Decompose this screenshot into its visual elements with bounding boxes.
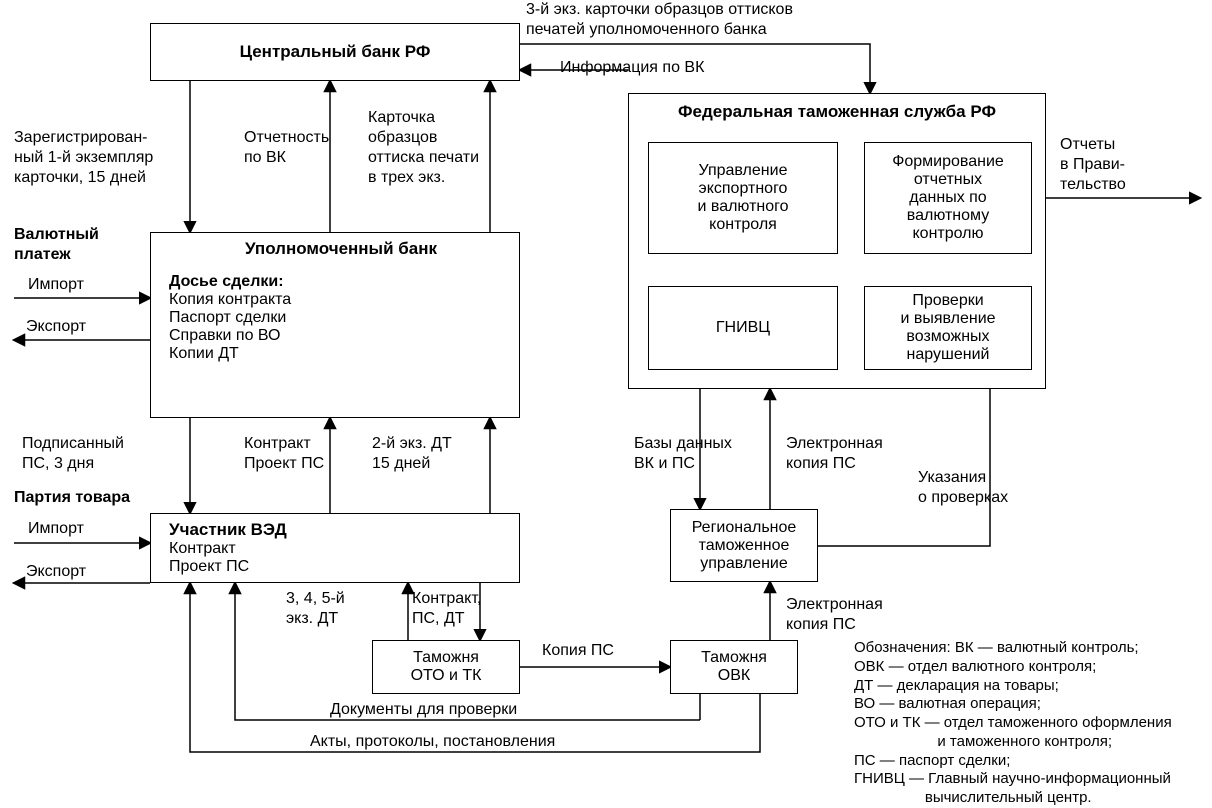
label-docs_check: Документы для проверки [330,700,517,720]
node-line: данных по [909,189,986,207]
node-cbrf: Центральный банк РФ [150,23,520,81]
node-line: и выявление [900,310,995,328]
label-otchet_vk: Отчетность по ВК [244,128,329,168]
node-auth_bank: Уполномоченный банк Досье сделки:Копия ко… [150,232,520,418]
label-export2: Экспорт [26,562,86,582]
label-contract_ps_dt: Контракт, ПС, ДТ [412,589,481,629]
node-line: Региональное [692,519,797,537]
label-export1: Экспорт [26,317,86,337]
node-customs_ovk: ТаможняОВК [670,640,798,694]
label-copy_ps: Копия ПС [542,641,614,661]
node-line: Контракт [169,540,236,558]
node-line: и валютного [697,198,788,216]
label-contract_proj: Контракт Проект ПС [244,434,324,474]
node-line: Паспорт сделки [169,309,286,327]
node-line: Таможня [413,649,479,667]
node-line: ОВК [718,667,750,685]
node-fts_gnivc: ГНИВЦ [648,286,838,370]
label-db_vk_ps: Базы данных ВК и ПС [634,434,732,474]
node-participant: Участник ВЭДКонтрактПроект ПС [150,513,520,583]
label-party: Партия товара [14,488,130,508]
node-line: Справки по ВО [169,327,281,345]
label-dt2: 2-й экз. ДТ 15 дней [372,434,452,474]
node-line: Проверки [912,292,983,310]
label-dt345: 3, 4, 5-й экз. ДТ [286,589,345,629]
node-line: таможенное [699,537,790,555]
node-line: Копии ДТ [169,345,239,363]
node-line: валютному [907,207,989,225]
node-title: Центральный банк РФ [240,42,431,62]
node-line: отчетных [914,171,982,189]
node-title: Уполномоченный банк [169,239,513,259]
node-line: ГНИВЦ [716,319,770,337]
label-import2: Импорт [28,519,84,539]
label-signed_ps: Подписанный ПС, 3 дня [22,434,124,474]
node-fts_checks: Проверкии выявлениевозможныхнарушений [864,286,1032,370]
node-fts_export_ctrl: Управлениеэкспортногои валютногоконтроля [648,142,838,254]
label-info_vk: Информация по ВК [560,58,704,78]
label-reports_gov: Отчеты в Прави- тельство [1060,135,1126,195]
label-ecopy_ps1: Электронная копия ПС [786,434,883,474]
node-line: возможных [906,328,989,346]
node-regional: Региональноетаможенноеуправление [670,509,818,582]
node-subheader: Досье сделки: [169,273,284,291]
node-line: Копия контракта [169,291,291,309]
diagram-canvas: Центральный банк РФ Уполномоченный банк До… [0,0,1212,799]
node-title: Федеральная таможенная служба РФ [635,102,1039,122]
label-reg1: Зарегистрирован- ный 1-й экземпляр карто… [14,128,153,188]
node-line: Проект ПС [169,558,249,576]
node-line: Таможня [701,649,767,667]
node-line: контроля [709,216,777,234]
node-line: Управление [699,162,788,180]
label-val_platezh: Валютный платеж [14,225,99,265]
node-title: Участник ВЭД [169,520,287,540]
label-card_sample: Карточка образцов оттиска печати в трех … [368,108,479,188]
label-import1: Импорт [28,275,84,295]
node-line: Формирование [892,153,1004,171]
label-top_card3: 3-й экз. карточки образцов оттисков печа… [526,0,793,40]
label-acts: Акты, протоколы, постановления [310,732,555,752]
node-line: управление [700,555,788,573]
label-ecopy_ps2: Электронная копия ПС [786,595,883,635]
node-line: нарушений [907,346,990,364]
node-line: экспортного [699,180,788,198]
label-legend: Обозначения: ВК — валютный контроль; ОВК… [854,639,1172,808]
node-line: контролю [912,225,983,243]
node-line: ОТО и ТК [411,667,482,685]
node-fts_report_form: Формированиеотчетныхданных повалютномуко… [864,142,1032,254]
node-customs_oto: ТаможняОТО и ТК [372,640,520,694]
label-orders: Указания о проверках [918,468,1008,508]
